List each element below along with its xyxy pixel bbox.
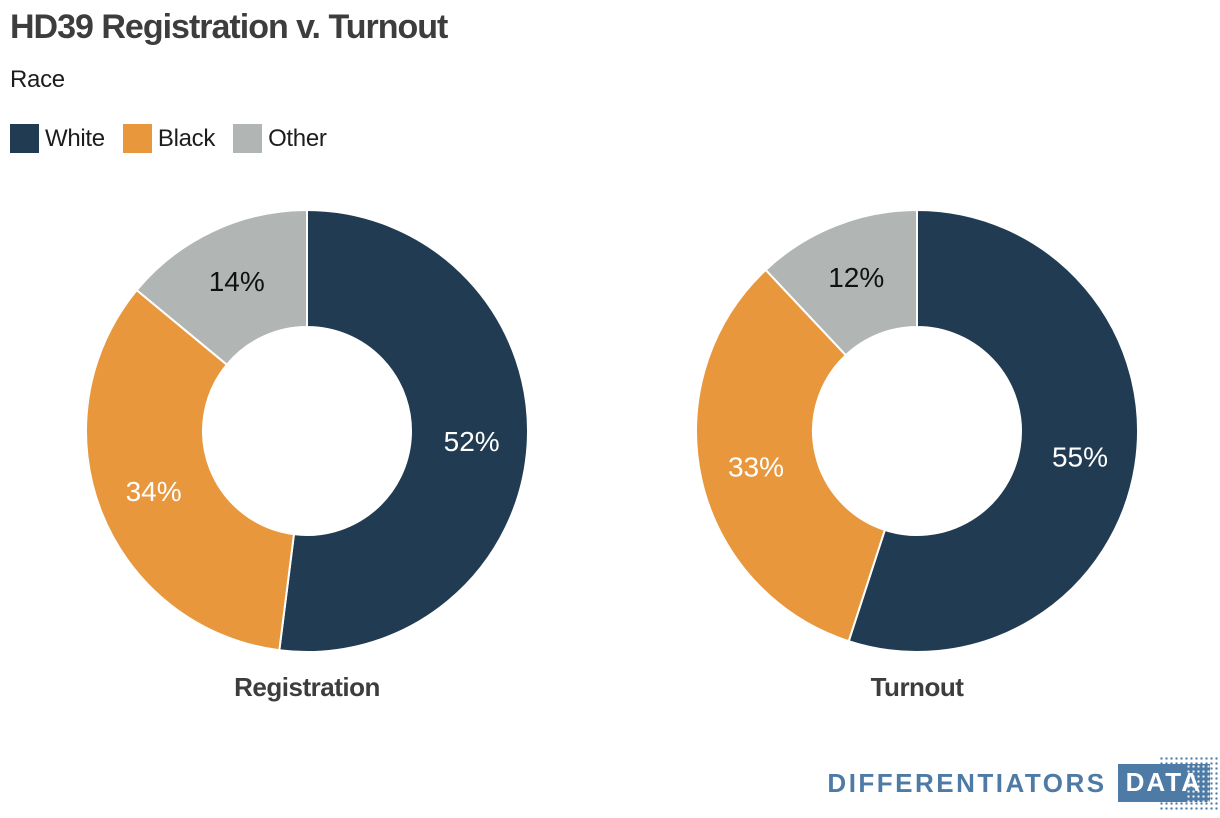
turnout-donut-block: 55% 33% 12% Turnout xyxy=(685,199,1149,709)
data-label-black: 34% xyxy=(126,476,182,507)
legend-swatch-white xyxy=(10,124,39,153)
page-title: HD39 Registration v. Turnout xyxy=(10,8,448,46)
legend-label: Other xyxy=(268,124,327,152)
chart-subtitle: Race xyxy=(10,66,65,93)
legend-item-black[interactable]: Black xyxy=(122,124,216,153)
legend-swatch-other xyxy=(233,124,263,153)
legend-item-other[interactable]: Other xyxy=(233,124,327,153)
turnout-caption: Turnout xyxy=(870,672,964,702)
slice-white[interactable] xyxy=(847,208,1139,653)
legend-label: Black xyxy=(157,124,216,152)
data-label-other: 12% xyxy=(828,262,884,293)
slice-white[interactable] xyxy=(278,208,529,653)
data-label-other: 14% xyxy=(209,266,265,297)
legend-label: White xyxy=(45,124,105,152)
registration-caption: Registration xyxy=(234,672,380,702)
data-label-white: 52% xyxy=(444,426,500,457)
legend-swatch-black xyxy=(122,124,152,153)
slice-black[interactable] xyxy=(85,288,296,652)
brand-logo: DIFFERENTIATORS DATA xyxy=(827,756,1220,810)
data-label-black: 33% xyxy=(728,451,784,482)
brand-badge: DATA xyxy=(1117,756,1220,810)
slice-other[interactable] xyxy=(764,208,918,357)
registration-donut-block: 52% 34% 14% Registration xyxy=(75,199,539,709)
slice-other[interactable] xyxy=(135,208,308,367)
legend: White Black Other xyxy=(10,124,327,153)
legend-item-white[interactable]: White xyxy=(10,124,105,153)
brand-wordmark: DIFFERENTIATORS xyxy=(827,767,1107,798)
registration-donut-chart: 52% 34% 14% xyxy=(85,208,529,653)
turnout-donut-chart: 55% 33% 12% xyxy=(695,208,1139,653)
slice-black[interactable] xyxy=(695,268,887,643)
data-label-white: 55% xyxy=(1052,441,1108,472)
